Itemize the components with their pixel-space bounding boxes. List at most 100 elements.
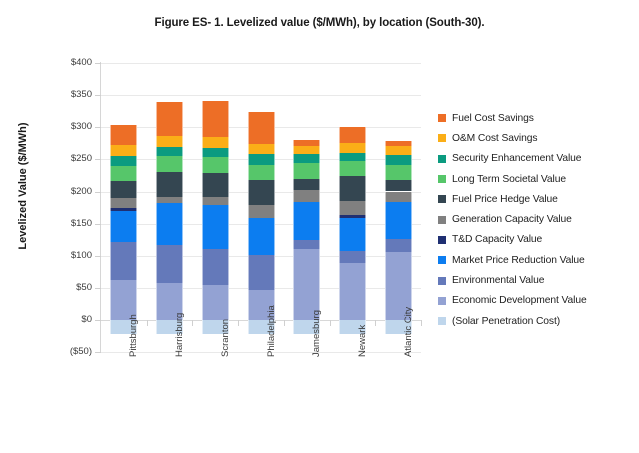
- bar-segment[interactable]: [110, 181, 138, 198]
- bar-segment[interactable]: [247, 290, 275, 320]
- bar-segment[interactable]: [293, 140, 321, 146]
- bar-segment[interactable]: [338, 201, 366, 215]
- legend-item[interactable]: Fuel Price Hedge Value: [438, 189, 638, 209]
- x-axis-tick: [146, 320, 148, 326]
- bar-segment[interactable]: [338, 176, 366, 202]
- bar-segment[interactable]: [247, 154, 275, 165]
- bar-segment[interactable]: [156, 203, 184, 246]
- bar-segment[interactable]: [338, 217, 366, 252]
- bar-segment[interactable]: [384, 141, 412, 146]
- legend-item[interactable]: Security Enhancement Value: [438, 149, 638, 169]
- gridline: [101, 63, 421, 64]
- bar-segment[interactable]: [384, 202, 412, 240]
- legend-item[interactable]: Economic Development Value: [438, 291, 638, 311]
- bar-segment[interactable]: [384, 154, 412, 165]
- bar-segment[interactable]: [338, 214, 366, 218]
- bar-segment[interactable]: [338, 143, 366, 153]
- bar-segment[interactable]: [201, 136, 229, 148]
- bar-segment[interactable]: [384, 145, 412, 155]
- bar-segment[interactable]: [338, 126, 366, 144]
- bar-segment[interactable]: [384, 251, 412, 320]
- bar-segment[interactable]: [201, 285, 229, 320]
- legend-item[interactable]: O&M Cost Savings: [438, 128, 638, 148]
- bar-segment[interactable]: [110, 197, 138, 209]
- bar-segment[interactable]: [110, 155, 138, 167]
- legend-item-label: Market Price Reduction Value: [452, 254, 585, 266]
- bar-segment[interactable]: [156, 172, 184, 198]
- x-axis-tick-label: Scranton: [219, 318, 231, 357]
- bar-segment[interactable]: [293, 190, 321, 203]
- bar-segment[interactable]: [293, 179, 321, 191]
- bar-segment[interactable]: [293, 249, 321, 320]
- bar-segment[interactable]: [156, 102, 184, 137]
- bar-segment[interactable]: [293, 240, 321, 250]
- bar-segment[interactable]: [156, 245, 184, 284]
- bar-segment[interactable]: [247, 255, 275, 291]
- legend-swatch-icon: [438, 154, 446, 163]
- bar-segment[interactable]: [156, 156, 184, 173]
- legend-item[interactable]: (Solar Penetration Cost): [438, 311, 638, 331]
- bar-segment[interactable]: [293, 145, 321, 155]
- legend-item[interactable]: Long Term Societal Value: [438, 169, 638, 189]
- bar-segment[interactable]: [293, 320, 321, 335]
- bar-segment[interactable]: [110, 211, 138, 242]
- bar-segment[interactable]: [201, 172, 229, 198]
- y-axis-tick: [95, 320, 101, 321]
- legend-item[interactable]: T&D Capacity Value: [438, 230, 638, 250]
- bar-segment[interactable]: [110, 145, 138, 156]
- bar-segment[interactable]: [338, 152, 366, 162]
- bar-segment[interactable]: [201, 320, 229, 335]
- x-axis-tick-label: Harrisburg: [174, 312, 186, 357]
- bar-segment[interactable]: [156, 147, 184, 157]
- bar-segment[interactable]: [338, 262, 366, 320]
- bar-segment[interactable]: [247, 204, 275, 218]
- bar-segment[interactable]: [156, 283, 184, 320]
- bar-segment[interactable]: [338, 251, 366, 263]
- y-axis-tick: [95, 255, 101, 257]
- bar-segment[interactable]: [110, 241, 138, 281]
- legend-item[interactable]: Environmental Value: [438, 270, 638, 290]
- bar-segment[interactable]: [293, 154, 321, 164]
- bar-segment[interactable]: [110, 125, 138, 146]
- bar-segment[interactable]: [384, 179, 412, 192]
- x-axis-tick-label: Jamesburg: [311, 310, 323, 357]
- bar-segment[interactable]: [293, 163, 321, 180]
- bar-segment[interactable]: [338, 161, 366, 177]
- legend-item-label: Security Enhancement Value: [452, 153, 582, 165]
- bar-segment[interactable]: [384, 320, 412, 335]
- legend-item[interactable]: Fuel Cost Savings: [438, 108, 638, 128]
- bar-segment[interactable]: [247, 320, 275, 335]
- bar-segment[interactable]: [384, 191, 412, 203]
- bar-segment[interactable]: [247, 164, 275, 180]
- y-axis-tick: [95, 223, 101, 225]
- bar-segment[interactable]: [247, 143, 275, 155]
- bar-segment[interactable]: [156, 136, 184, 148]
- bar-segment[interactable]: [247, 179, 275, 205]
- bar-segment[interactable]: [293, 202, 321, 241]
- bar-segment[interactable]: [247, 217, 275, 256]
- chart-legend: Fuel Cost Savings O&M Cost Savings Securit…: [438, 108, 638, 331]
- bar-segment[interactable]: [201, 147, 229, 158]
- bar-segment[interactable]: [201, 197, 229, 205]
- y-axis-tick-label: ($50): [69, 346, 92, 358]
- bar-segment[interactable]: [384, 164, 412, 180]
- bar-segment[interactable]: [201, 157, 229, 173]
- bar-segment[interactable]: [201, 204, 229, 249]
- legend-item[interactable]: Generation Capacity Value: [438, 209, 638, 229]
- bar-segment[interactable]: [384, 239, 412, 252]
- legend-item-label: Fuel Price Hedge Value: [452, 193, 558, 205]
- legend-item[interactable]: Market Price Reduction Value: [438, 250, 638, 270]
- bar-segment[interactable]: [110, 166, 138, 182]
- bar-segment[interactable]: [247, 111, 275, 144]
- bar-segment[interactable]: [338, 320, 366, 335]
- bar-segment[interactable]: [110, 208, 138, 212]
- bar-segment[interactable]: [156, 320, 184, 335]
- bar-segment[interactable]: [201, 100, 229, 137]
- bar-segment[interactable]: [156, 197, 184, 204]
- y-axis-tick: [95, 63, 101, 64]
- bar-segment[interactable]: [110, 280, 138, 320]
- bar-segment[interactable]: [110, 320, 138, 335]
- bar-segment[interactable]: [201, 248, 229, 286]
- y-axis-tick: [95, 191, 101, 193]
- legend-swatch-icon: [438, 235, 446, 244]
